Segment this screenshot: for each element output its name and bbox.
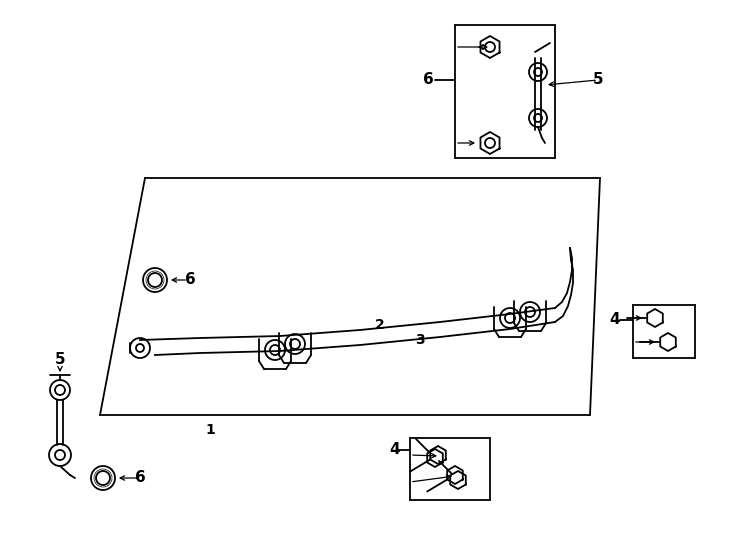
Text: 5: 5	[55, 353, 65, 368]
Text: 4: 4	[610, 313, 620, 327]
Text: 5: 5	[592, 72, 603, 87]
Text: 6: 6	[185, 273, 195, 287]
Text: 4: 4	[390, 442, 400, 457]
Text: 6: 6	[423, 72, 433, 87]
Text: 6: 6	[134, 470, 145, 485]
Text: 3: 3	[415, 333, 425, 347]
Text: 1: 1	[205, 423, 215, 437]
Text: 2: 2	[375, 318, 385, 332]
